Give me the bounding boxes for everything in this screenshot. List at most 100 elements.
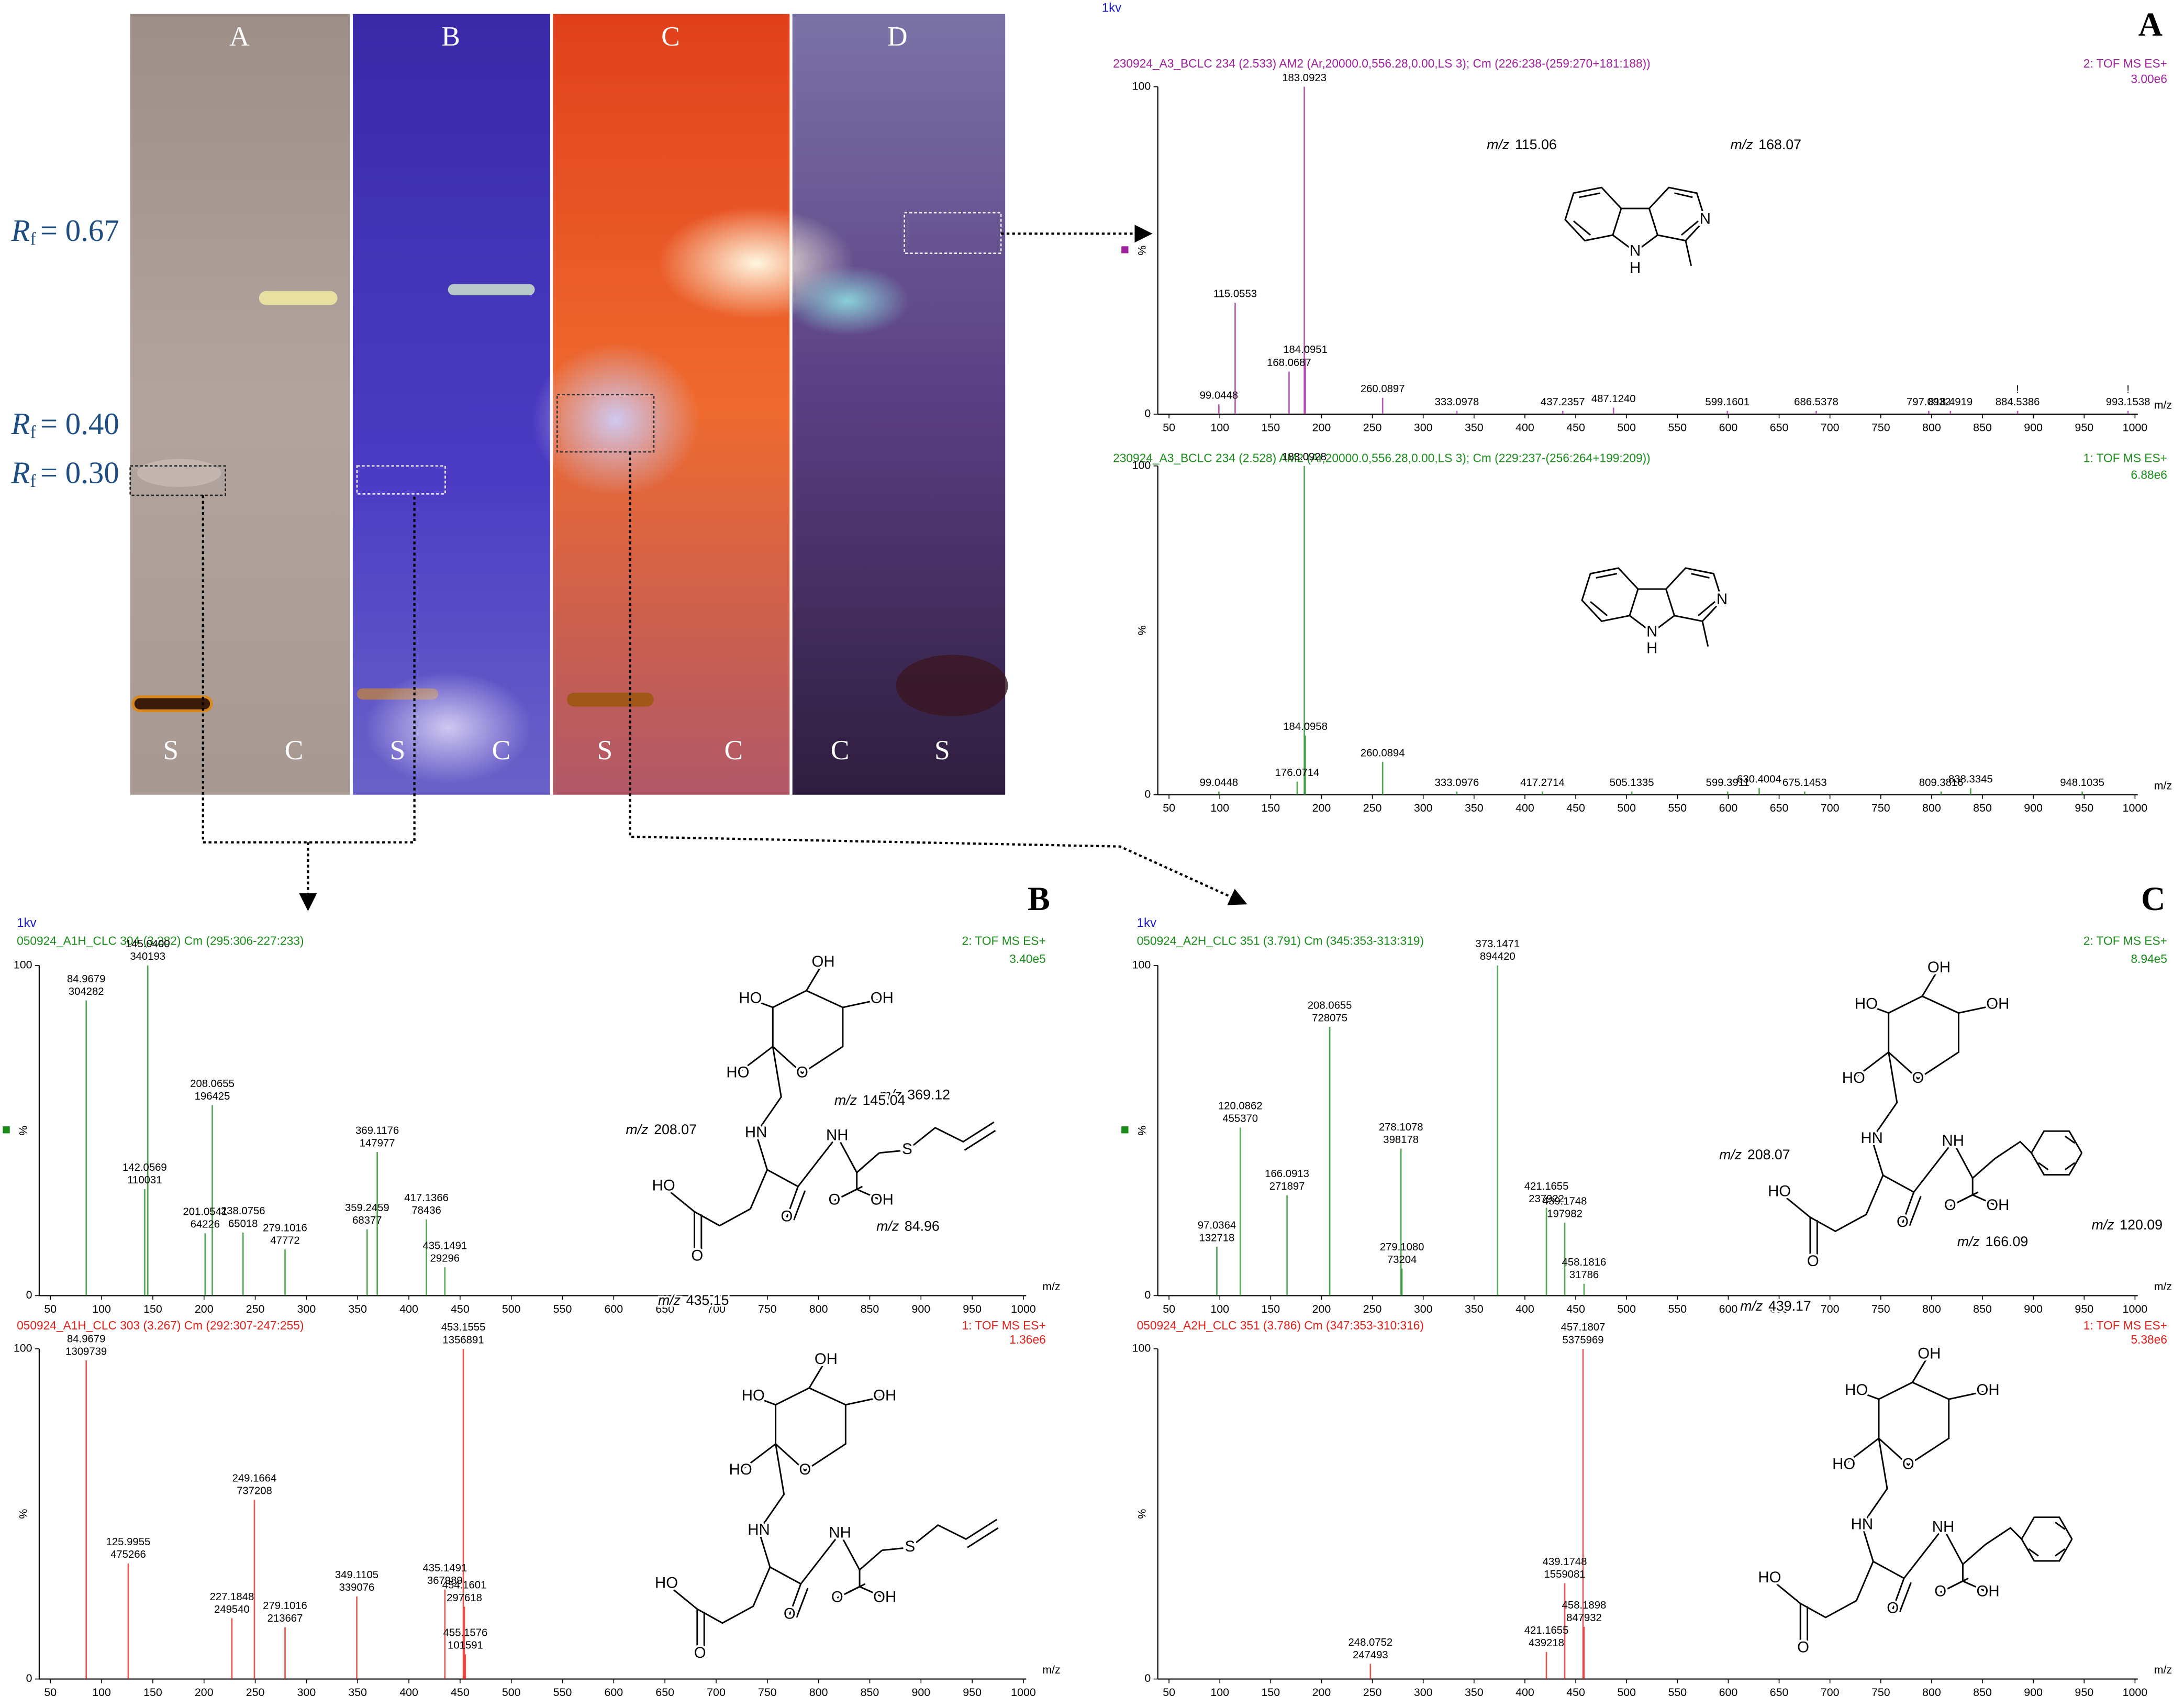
atom-label: HO (729, 1461, 752, 1478)
peak-label: 417.1366 (404, 1192, 449, 1204)
atom-label: HO (1842, 1069, 1865, 1087)
fragment-prefix: m/z (1957, 1234, 1980, 1249)
x-tick-label: 350 (1465, 421, 1484, 434)
peak-abundance: 147977 (360, 1137, 395, 1149)
rf-label: Rf = 0.67 (10, 214, 119, 249)
y-tick-label: 100 (1132, 1342, 1151, 1355)
spectrum-header: 230924_A3_BCLC 234 (2.528) AM2 (Ar,20000… (1113, 451, 1651, 464)
fragment-mz: 208.07 (1747, 1147, 1790, 1162)
rf-subscript: f (30, 422, 36, 442)
peak-label: 437.2357 (1541, 396, 1585, 408)
x-tick-label: 450 (1566, 1686, 1585, 1699)
spectrum-mode: 2: TOF MS ES+ (962, 934, 1046, 947)
bond (1856, 1390, 1879, 1400)
plate (130, 14, 350, 795)
x-tick-label: 1000 (2123, 1303, 2148, 1315)
bond (1962, 1580, 1989, 1593)
peak-abundance: 197982 (1547, 1208, 1583, 1220)
x-tick-label: 400 (1516, 802, 1534, 814)
peak-abundance: 439218 (1529, 1637, 1564, 1649)
spectrum-mode: 1: TOF MS ES+ (962, 1318, 1046, 1332)
peak-label: 260.0894 (1361, 747, 1405, 759)
lane-label: C (492, 734, 511, 766)
x-tick-label: 750 (1871, 1686, 1890, 1699)
x-tick-label: 300 (1414, 421, 1433, 434)
x-tick-label: 550 (1668, 1303, 1687, 1315)
bond (793, 1190, 806, 1221)
bond (909, 1518, 997, 1548)
bond (755, 1046, 782, 1134)
x-tick-label: 200 (1312, 802, 1331, 814)
peak-abundance: 196425 (195, 1091, 230, 1102)
x-tick-label: 550 (1668, 1686, 1687, 1699)
atom-label: HN (745, 1124, 767, 1141)
peak-label: 458.1898 (1562, 1600, 1607, 1611)
atom-label: O (1912, 1069, 1924, 1087)
lane-label: C (831, 734, 850, 766)
x-axis-label: m/z (2154, 1280, 2172, 1293)
plate (352, 14, 551, 795)
bond (1948, 1390, 1988, 1400)
atom-label: HO (1845, 1381, 1868, 1399)
fragment-mz: 145.04 (863, 1092, 906, 1108)
y-axis-label: % (17, 1126, 29, 1136)
x-tick-label: 450 (1566, 802, 1585, 814)
y-tick-label: 100 (14, 958, 32, 971)
lane-label: C (725, 734, 743, 766)
bond (1674, 192, 1693, 198)
x-axis-label: m/z (2154, 399, 2172, 412)
peak-label: 184.0951 (1283, 344, 1328, 356)
x-tick-label: 600 (605, 1686, 623, 1699)
peak-abundance: 29296 (430, 1252, 460, 1264)
legend-swatch (1121, 1126, 1129, 1134)
peak-abundance: 132718 (1199, 1232, 1235, 1244)
atom-label: HO (726, 1063, 749, 1081)
x-tick-label: 700 (1821, 421, 1840, 434)
peak-label: 505.1335 (1610, 777, 1654, 789)
peak-label: 99.0448 (1200, 390, 1238, 402)
peak-label: 278.1078 (1379, 1122, 1423, 1133)
x-tick-label: 300 (1414, 1303, 1433, 1315)
x-tick-label: 850 (1973, 1686, 1992, 1699)
spectrum-scale: 8.94e5 (2131, 952, 2167, 966)
atom-label: OH (1986, 1196, 2009, 1214)
x-tick-label: 700 (1821, 1686, 1840, 1699)
atom-label: OH (1977, 1583, 2000, 1600)
x-tick-label: 450 (451, 1686, 470, 1699)
bond (796, 1588, 809, 1618)
structure: OH HO OH HO O HN HO O O NH O OH (1766, 957, 2083, 1272)
x-tick-label: 250 (246, 1686, 265, 1699)
x-tick-label: 250 (1363, 1686, 1382, 1699)
bond (663, 1133, 768, 1227)
bond (2028, 1548, 2039, 1557)
bond (856, 1188, 883, 1202)
peak-abundance: 78436 (411, 1205, 441, 1216)
peak-label: 166.0913 (1265, 1168, 1309, 1180)
spot (364, 671, 532, 784)
x-tick-label: 1000 (2123, 1686, 2148, 1699)
fragment-mz: 168.07 (1758, 137, 1801, 152)
peak-label: 435.1491 (422, 1562, 467, 1574)
fragment-label: m/z 208.07 (1719, 1147, 1790, 1162)
atom-label: HO (652, 1177, 675, 1194)
x-tick-label: 200 (195, 1686, 214, 1699)
peak-label: 797.0932 (1907, 396, 1951, 408)
bond (1573, 220, 1591, 236)
x-tick-label: 500 (1617, 1686, 1636, 1699)
x-tick-label: 600 (1719, 1686, 1738, 1699)
legend-swatch (3, 1126, 10, 1134)
spectrum-scale: 1.36e6 (1009, 1333, 1046, 1346)
x-tick-label: 550 (1668, 421, 1687, 434)
bond (1691, 573, 1710, 579)
bond (1892, 1578, 1905, 1610)
atom-label: HO (742, 1387, 765, 1404)
bond (1612, 207, 1659, 253)
x-tick-label: 300 (297, 1303, 316, 1315)
lane-label: S (390, 734, 406, 766)
structure: OH HO OH HO O HN HO O O NH O OH (1756, 1343, 2073, 1658)
bond (788, 1583, 802, 1615)
spectrum-scale: 3.40e5 (1009, 952, 1046, 966)
bond (758, 1444, 785, 1532)
